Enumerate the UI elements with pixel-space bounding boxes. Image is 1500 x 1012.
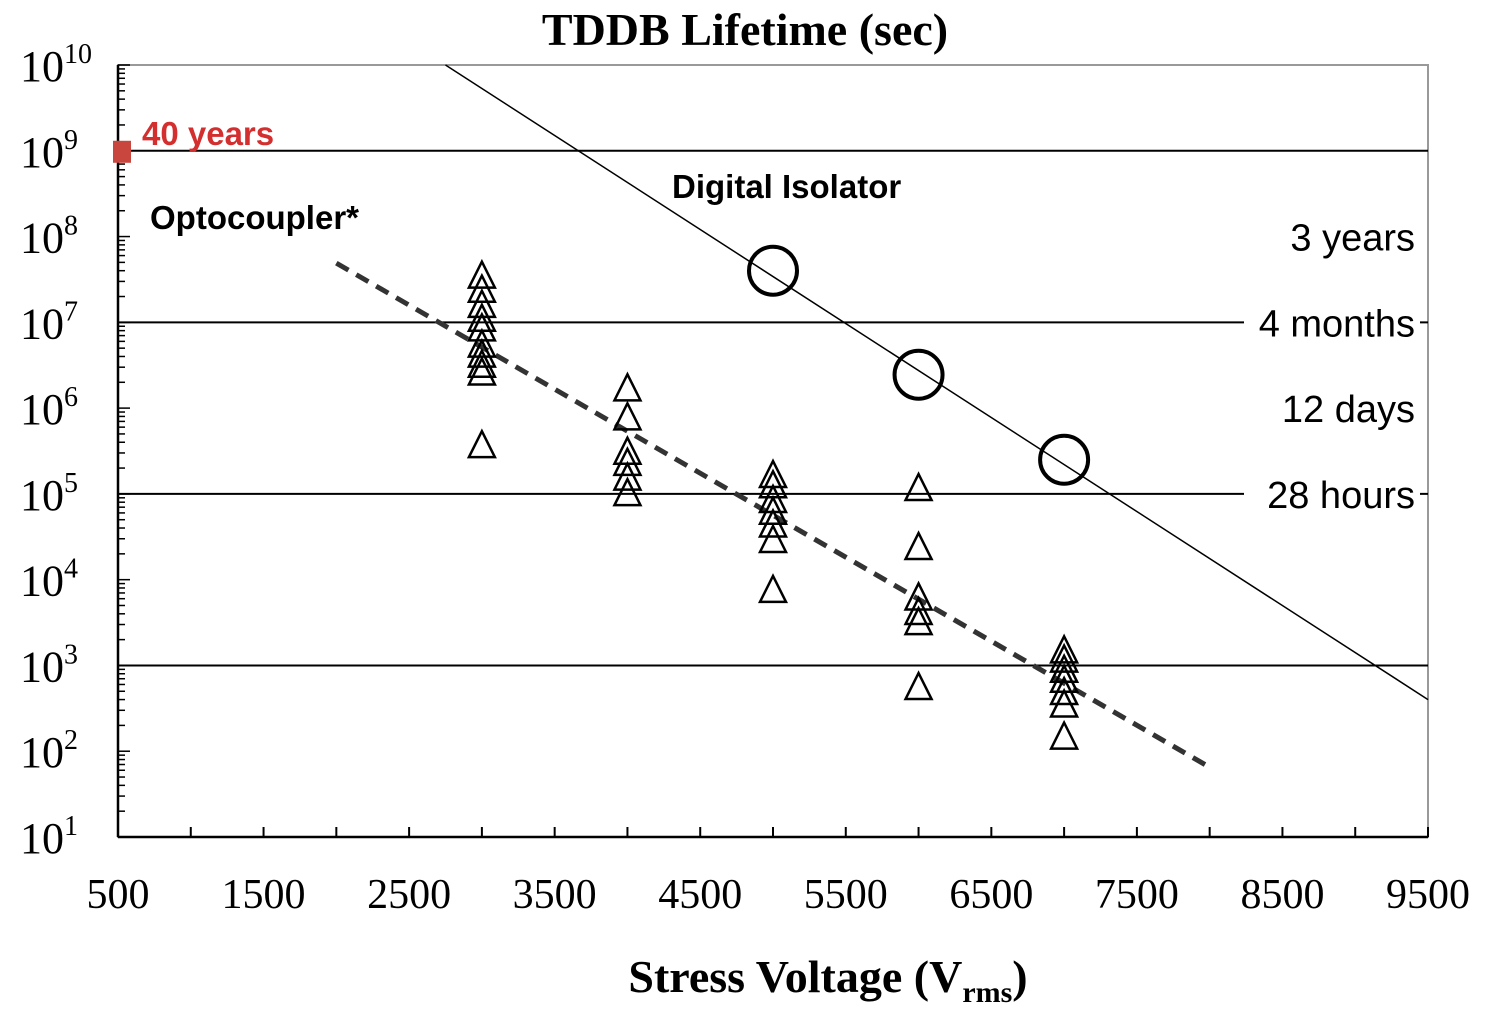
annotation-digital-isolator: Digital Isolator	[672, 168, 901, 205]
y-tick-label: 109	[20, 125, 78, 177]
y-tick-base: 10	[20, 728, 64, 777]
optocoupler-point	[466, 428, 497, 459]
reference-label: 3 years	[1290, 218, 1415, 260]
y-tick-base: 10	[20, 557, 64, 606]
y-tick-label: 103	[20, 639, 78, 691]
optocoupler-point	[1049, 675, 1080, 706]
x-tick-label: 6500	[949, 872, 1033, 918]
x-axis-label-sub: rms	[962, 976, 1012, 1009]
y-tick-base: 10	[20, 128, 64, 177]
digital-isolator-point	[1038, 433, 1091, 486]
fit-line-digital-isolator	[445, 64, 1429, 701]
optocoupler-point	[466, 272, 497, 303]
y-tick-exponent: 3	[64, 639, 78, 670]
optocoupler-point	[903, 530, 934, 561]
optocoupler-point	[903, 670, 934, 701]
optocoupler-point	[757, 507, 789, 538]
optocoupler-point	[466, 311, 497, 342]
x-tick-label: 7500	[1095, 872, 1179, 918]
x-axis-label-main: Stress Voltage (V	[628, 951, 962, 1002]
x-axis-label-close: )	[1012, 951, 1027, 1002]
y-tick-label: 102	[20, 725, 78, 777]
y-tick-exponent: 4	[64, 554, 78, 585]
x-tick-label: 1500	[222, 872, 306, 918]
optocoupler-point	[612, 371, 643, 402]
y-tick-label: 106	[20, 382, 78, 434]
fit-line-optocoupler	[335, 260, 1211, 770]
y-tick-base: 10	[20, 471, 64, 520]
y-tick-label: 101	[20, 811, 78, 863]
y-tick-base: 10	[20, 42, 64, 91]
optocoupler-point	[757, 573, 789, 604]
y-tick-base: 10	[20, 385, 64, 434]
optocoupler-point	[612, 446, 643, 477]
optocoupler-point	[903, 595, 934, 626]
optocoupler-point	[1049, 719, 1080, 750]
y-tick-exponent: 6	[64, 382, 78, 413]
y-tick-base: 10	[20, 814, 64, 863]
optocoupler-point	[466, 258, 497, 289]
optocoupler-point	[757, 523, 789, 554]
y-tick-exponent: 7	[64, 296, 78, 327]
digital-isolator-point	[892, 348, 945, 401]
optocoupler-point	[1049, 652, 1080, 684]
y-tick-exponent: 10	[64, 39, 92, 70]
x-tick-label: 4500	[658, 872, 742, 918]
x-tick-label: 5500	[804, 872, 888, 918]
optocoupler-point	[466, 355, 497, 386]
optocoupler-point	[1049, 687, 1080, 718]
x-tick-label: 8500	[1240, 872, 1324, 918]
optocoupler-point	[466, 337, 497, 368]
optocoupler-point	[612, 400, 643, 431]
reference-label: 12 days	[1282, 389, 1415, 431]
optocoupler-point	[903, 605, 934, 636]
y-tick-label: 108	[20, 211, 78, 263]
x-tick-label: 2500	[367, 872, 451, 918]
y-tick-base: 10	[20, 299, 64, 348]
y-tick-base: 10	[20, 642, 64, 691]
chart-title: TDDB Lifetime (sec)	[542, 4, 948, 55]
y-tick-exponent: 8	[64, 211, 78, 242]
reference-label: 40 years	[142, 115, 274, 152]
reference-label: 28 hours	[1267, 475, 1415, 517]
y-tick-base: 10	[20, 214, 64, 263]
y-tick-exponent: 2	[64, 725, 78, 756]
y-tick-exponent: 9	[64, 125, 78, 156]
forty-years-marker	[113, 140, 131, 163]
reference-label-bg	[1244, 471, 1420, 516]
reference-label-bg	[1264, 386, 1420, 431]
y-tick-label: 104	[20, 554, 78, 606]
optocoupler-point	[1049, 633, 1080, 664]
y-tick-label: 105	[20, 468, 78, 520]
reference-label: 4 months	[1259, 303, 1415, 345]
optocoupler-point	[612, 476, 643, 507]
reference-label-bg	[1244, 300, 1420, 345]
optocoupler-point	[1049, 642, 1080, 673]
y-tick-label: 1010	[20, 39, 92, 91]
x-tick-label: 9500	[1386, 872, 1470, 918]
optocoupler-point	[903, 471, 934, 502]
y-tick-exponent: 1	[64, 811, 78, 842]
x-axis-label: Stress Voltage (Vrms)	[628, 951, 1027, 1009]
y-tick-label: 107	[20, 296, 78, 348]
optocoupler-point	[612, 460, 643, 491]
y-tick-exponent: 5	[64, 468, 78, 499]
x-tick-label: 3500	[513, 872, 597, 918]
reference-label-bg	[1264, 214, 1420, 259]
annotation-optocoupler: Optocoupler*	[150, 199, 359, 236]
x-tick-label: 500	[87, 872, 150, 918]
digital-isolator-point	[747, 244, 799, 297]
optocoupler-point	[466, 347, 497, 379]
